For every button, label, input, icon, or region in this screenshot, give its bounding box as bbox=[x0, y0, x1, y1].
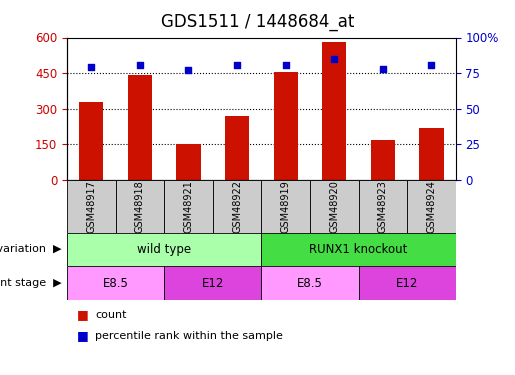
Text: count: count bbox=[95, 310, 127, 320]
Point bbox=[87, 64, 95, 70]
Text: GDS1511 / 1448684_at: GDS1511 / 1448684_at bbox=[161, 13, 354, 31]
Bar bbox=[419, 128, 443, 180]
Bar bbox=[164, 180, 213, 232]
Bar bbox=[176, 144, 201, 180]
Text: GSM48919: GSM48919 bbox=[281, 180, 290, 232]
Text: GSM48922: GSM48922 bbox=[232, 180, 242, 233]
Bar bbox=[358, 180, 407, 232]
Bar bbox=[322, 42, 347, 180]
Text: percentile rank within the sample: percentile rank within the sample bbox=[95, 331, 283, 340]
Bar bbox=[310, 180, 358, 232]
Text: wild type: wild type bbox=[137, 243, 191, 256]
Text: GSM48920: GSM48920 bbox=[329, 180, 339, 232]
Text: E12: E12 bbox=[201, 277, 224, 290]
Bar bbox=[261, 180, 310, 232]
Bar bbox=[115, 180, 164, 232]
Bar bbox=[225, 116, 249, 180]
Point bbox=[233, 62, 241, 68]
Bar bbox=[371, 140, 395, 180]
Point bbox=[330, 56, 338, 62]
Text: GSM48924: GSM48924 bbox=[426, 180, 437, 232]
Text: ■: ■ bbox=[77, 329, 89, 342]
Text: E8.5: E8.5 bbox=[297, 277, 323, 290]
Bar bbox=[128, 75, 152, 180]
Text: E12: E12 bbox=[396, 277, 418, 290]
Text: ■: ■ bbox=[77, 309, 89, 321]
Point bbox=[427, 62, 436, 68]
Bar bbox=[67, 232, 261, 266]
Text: RUNX1 knockout: RUNX1 knockout bbox=[310, 243, 408, 256]
Text: GSM48918: GSM48918 bbox=[135, 180, 145, 232]
Point bbox=[136, 62, 144, 68]
Text: GSM48921: GSM48921 bbox=[183, 180, 194, 232]
Bar bbox=[213, 180, 261, 232]
Bar bbox=[261, 266, 358, 300]
Point bbox=[282, 62, 290, 68]
Bar bbox=[261, 232, 456, 266]
Bar bbox=[273, 72, 298, 180]
Point bbox=[379, 66, 387, 72]
Text: GSM48923: GSM48923 bbox=[378, 180, 388, 232]
Text: GSM48917: GSM48917 bbox=[86, 180, 96, 232]
Point bbox=[184, 67, 193, 73]
Text: E8.5: E8.5 bbox=[102, 277, 128, 290]
Bar bbox=[358, 266, 456, 300]
Bar bbox=[407, 180, 456, 232]
Text: development stage  ▶: development stage ▶ bbox=[0, 278, 62, 288]
Bar bbox=[67, 266, 164, 300]
Bar bbox=[79, 102, 104, 180]
Bar bbox=[67, 180, 115, 232]
Bar bbox=[164, 266, 261, 300]
Text: genotype/variation  ▶: genotype/variation ▶ bbox=[0, 244, 62, 254]
